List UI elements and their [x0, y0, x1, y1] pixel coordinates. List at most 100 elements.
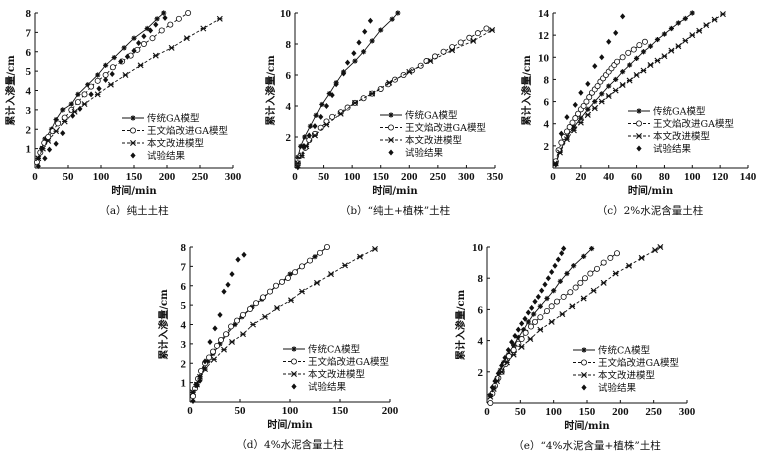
circle-marker [583, 98, 590, 105]
asterisk-marker [633, 55, 640, 61]
series-diamond [35, 14, 168, 170]
marker-stroke [288, 297, 294, 304]
x-marker [369, 90, 376, 97]
x-tick-label: 0 [550, 171, 556, 183]
x-tick-label: 200 [612, 406, 629, 418]
y-tick-label: 5 [181, 300, 187, 312]
x-marker [527, 336, 534, 343]
marker-stroke [598, 98, 605, 105]
marker-stroke [302, 134, 308, 140]
marker-stroke [489, 27, 496, 34]
marker-stroke [606, 83, 612, 89]
x-marker [563, 136, 570, 143]
diamond-marker [202, 358, 208, 365]
x-marker [342, 262, 348, 269]
x-marker [312, 132, 318, 139]
x-marker [200, 25, 207, 32]
x-tick-label: 250 [645, 406, 662, 418]
marker-stroke [137, 62, 144, 69]
circle-marker [45, 133, 52, 140]
x-marker [288, 297, 294, 304]
marker-stroke [357, 253, 363, 260]
marker-stroke [551, 288, 557, 294]
marker-stroke [131, 35, 137, 41]
x-marker [323, 121, 330, 128]
circle-marker [205, 354, 212, 361]
diamond-marker [306, 132, 312, 139]
legend-label: 试验结果 [308, 381, 347, 393]
marker-stroke [449, 47, 456, 54]
marker-stroke [682, 37, 689, 44]
x-tick-label: 50 [318, 171, 330, 183]
asterisk-marker [144, 25, 150, 32]
circle-marker [474, 30, 481, 37]
diamond-marker [581, 384, 587, 391]
marker-stroke [581, 347, 587, 353]
marker-stroke [372, 245, 378, 252]
circle-marker [582, 275, 589, 282]
marker-stroke [39, 145, 46, 152]
diamond-marker [578, 89, 584, 96]
x-tick-label: 200 [382, 405, 399, 417]
diamond-marker [592, 63, 598, 70]
marker-stroke [274, 305, 280, 312]
x-marker [190, 389, 196, 396]
diamond-marker [190, 398, 196, 405]
diamond-marker [70, 112, 76, 119]
diamond-marker [553, 161, 559, 168]
x-marker [711, 16, 718, 23]
circle-marker [625, 49, 632, 56]
diamond-marker [561, 245, 567, 252]
circle-marker [630, 46, 637, 53]
diamond-marker [564, 114, 570, 121]
marker-stroke [675, 20, 681, 26]
asterisk-marker [599, 91, 605, 97]
circle-marker [284, 274, 291, 281]
legend-label: 传统CA模型 [598, 345, 651, 357]
y-tick-label: 7 [26, 27, 32, 39]
marker-stroke [352, 58, 358, 64]
x-tick-label: 100 [545, 406, 562, 418]
marker-stroke [183, 35, 190, 42]
x-axis-label: 时间/min [372, 184, 418, 197]
y-tick-label: 8 [181, 242, 187, 254]
legend-label: 试验结果 [405, 147, 444, 159]
marker-stroke [661, 53, 668, 60]
asterisk-marker [668, 25, 674, 32]
marker-stroke [35, 155, 42, 162]
circle-marker [81, 91, 88, 98]
x-marker [470, 37, 477, 44]
diamond-marker [495, 370, 501, 377]
circle-marker [600, 259, 607, 266]
x-tick-label: 100 [684, 171, 701, 183]
marker-stroke [689, 32, 696, 39]
marker-stroke [95, 72, 101, 78]
marker-stroke [107, 81, 114, 88]
asterisk-marker [589, 245, 595, 252]
x-marker [229, 338, 235, 345]
marker-stroke [211, 356, 217, 363]
diamond-marker [340, 70, 347, 77]
y-tick-label: 4 [26, 86, 32, 98]
y-tick-label: 7 [181, 261, 187, 273]
marker-stroke [197, 373, 203, 380]
asterisk-marker [388, 112, 394, 118]
x-axis-label: 时间/min [628, 184, 674, 197]
circle-marker [483, 25, 490, 32]
marker-stroke [154, 16, 160, 22]
x-axis-label: 时间/min [267, 418, 313, 431]
marker-stroke [369, 38, 375, 44]
diamond-marker [388, 149, 394, 156]
marker-stroke [205, 358, 211, 364]
diamond-marker [329, 92, 335, 99]
marker-stroke [638, 254, 645, 261]
asterisk-marker [319, 101, 325, 108]
circle-marker [587, 270, 594, 277]
y-tick-label: 3 [26, 105, 32, 117]
y-tick-label: 2 [286, 132, 292, 144]
diamond-marker [323, 103, 330, 109]
series-dashed-circle [552, 38, 648, 165]
x-tick-label: 100 [93, 171, 110, 183]
x-tick-label: 50 [63, 171, 75, 183]
diamond-marker [88, 91, 94, 98]
